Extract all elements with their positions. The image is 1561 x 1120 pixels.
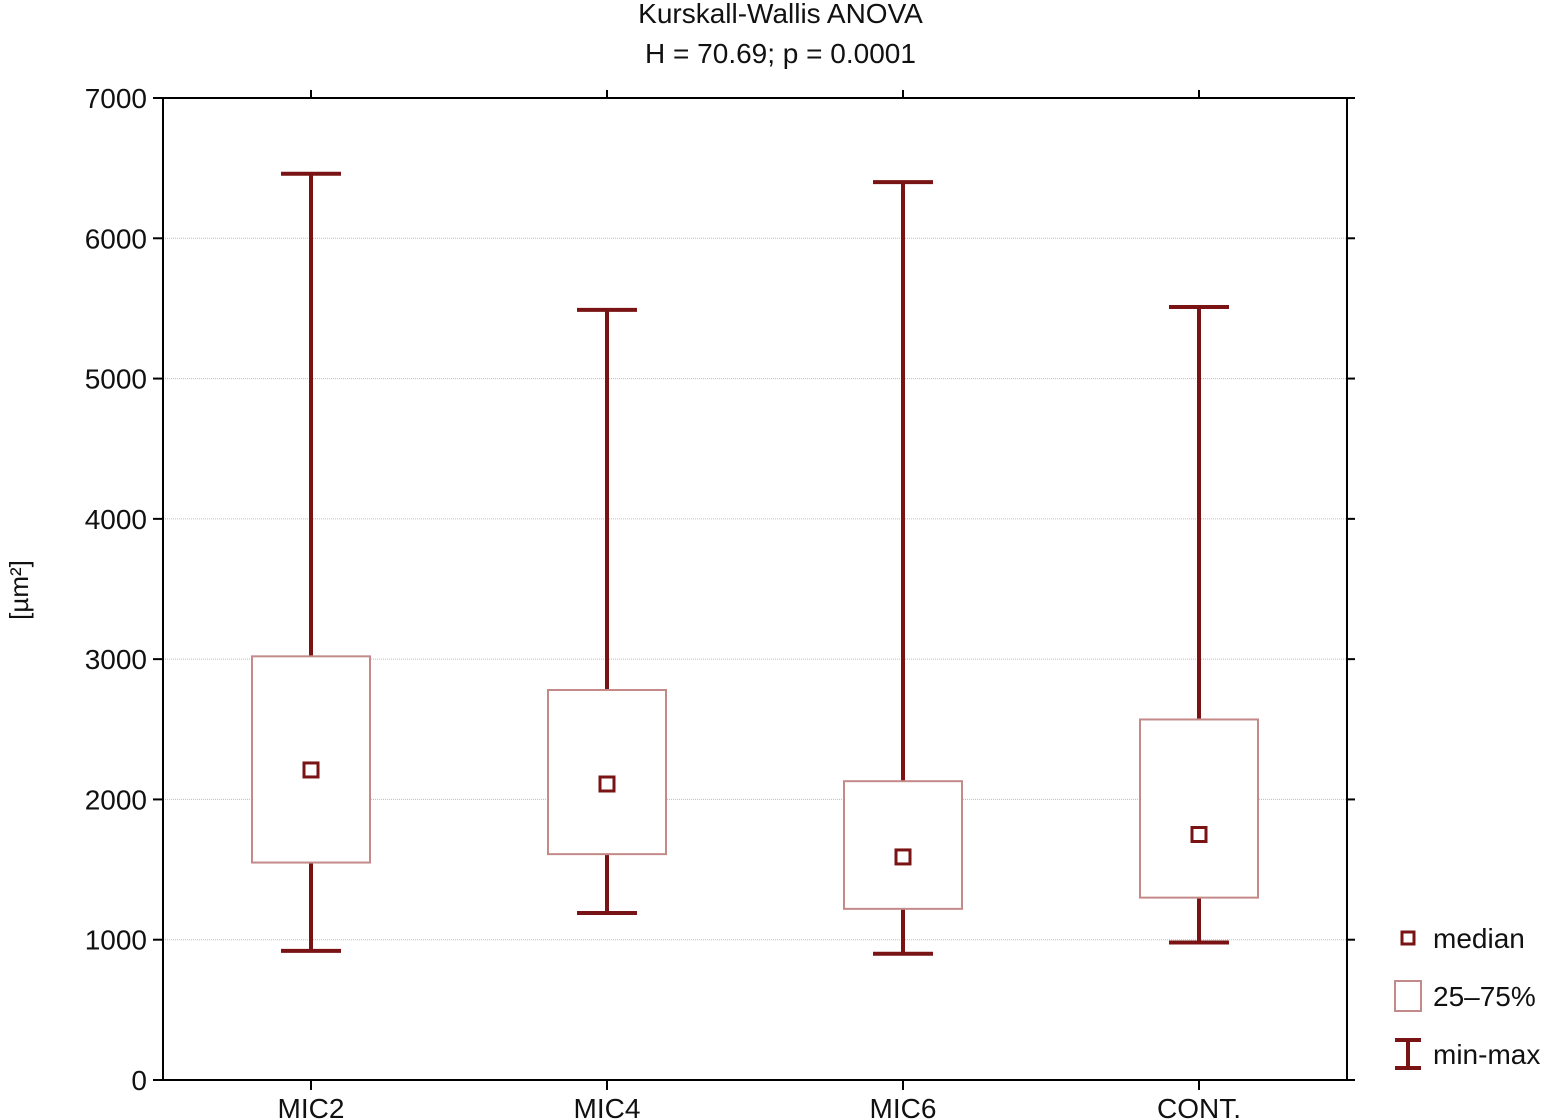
x-tick-label: MIC6 — [870, 1093, 937, 1120]
box-marks — [251, 171, 1259, 956]
y-tick-label: 5000 — [85, 364, 147, 395]
median-marker — [1190, 826, 1208, 843]
legend: median 25–75% min-max — [1394, 923, 1540, 1070]
median-marker — [894, 848, 912, 866]
axes: 0 1000 2000 3000 4000 5000 6000 7000 MIC2 MIC4 MIC… — [85, 83, 1355, 1120]
grid-lines — [163, 237, 1347, 941]
y-tick-label: 4000 — [85, 504, 147, 535]
y-tick-label: 7000 — [85, 83, 147, 114]
median-marker — [598, 775, 616, 793]
plot-frame — [162, 97, 1348, 1081]
legend-label: min-max — [1433, 1039, 1540, 1070]
iqr-box — [547, 689, 667, 856]
y-tick-label: 2000 — [85, 784, 147, 815]
legend-box-symbol — [1394, 980, 1422, 1012]
y-axis-label: [µm²] — [4, 560, 34, 620]
y-tick-label: 6000 — [85, 223, 147, 254]
x-tick-label: MIC4 — [574, 1093, 641, 1120]
chart-title: Kurskall-Wallis ANOVA — [638, 0, 923, 29]
x-tick-label: CONT. — [1157, 1093, 1241, 1120]
legend-median-symbol — [1400, 930, 1416, 946]
legend-label: 25–75% — [1433, 981, 1536, 1012]
y-tick-label: 0 — [131, 1065, 147, 1096]
iqr-box — [1139, 718, 1259, 899]
median-marker — [302, 761, 320, 779]
y-tick-label: 1000 — [85, 925, 147, 956]
x-tick-label: MIC2 — [278, 1093, 345, 1120]
legend-label: median — [1433, 923, 1525, 954]
iqr-box — [843, 780, 963, 910]
iqr-box — [251, 655, 371, 864]
chart-subtitle: H = 70.69; p = 0.0001 — [645, 38, 916, 69]
y-tick-label: 3000 — [85, 644, 147, 675]
